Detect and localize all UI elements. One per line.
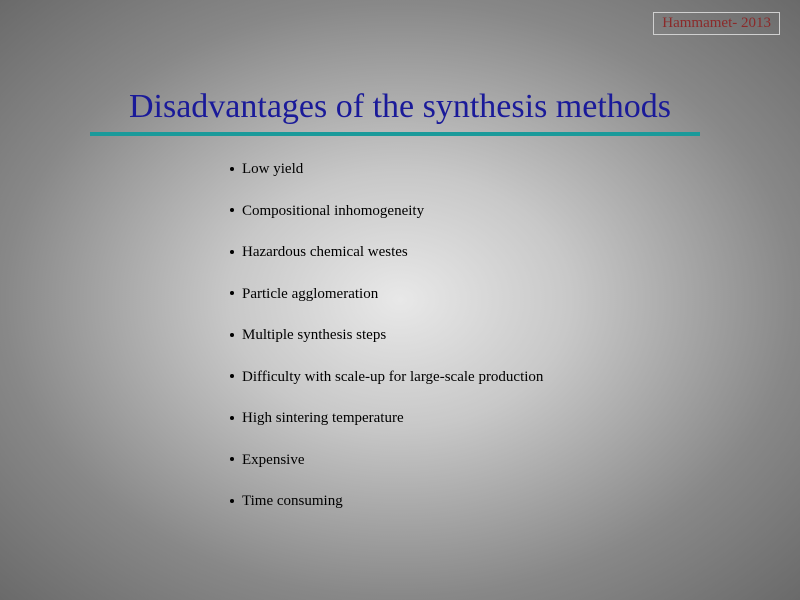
bullet-icon [230, 416, 234, 420]
header-tag-text: Hammamet- 2013 [662, 15, 771, 31]
bullet-icon [230, 291, 234, 295]
title-underline [90, 132, 700, 136]
slide: Hammamet- 2013 Disadvantages of the synt… [0, 0, 800, 600]
bullet-list: Low yield Compositional inhomogeneity Ha… [230, 158, 590, 532]
list-item-text: High sintering temperature [242, 410, 404, 426]
list-item-text: Hazardous chemical westes [242, 244, 408, 260]
list-item: Low yield [230, 158, 590, 181]
list-item-text: Difficulty with scale-up for large-scale… [242, 369, 543, 385]
bullet-icon [230, 499, 234, 503]
list-item-text: Time consuming [242, 493, 343, 509]
list-item: Difficulty with scale-up for large-scale… [230, 366, 590, 389]
list-item: Particle agglomeration [230, 283, 590, 306]
list-item: High sintering temperature [230, 407, 590, 430]
bullet-icon [230, 333, 234, 337]
bullet-icon [230, 457, 234, 461]
list-item-text: Expensive [242, 452, 304, 468]
header-tag: Hammamet- 2013 [653, 12, 780, 35]
list-item: Hazardous chemical westes [230, 241, 590, 264]
list-item: Multiple synthesis steps [230, 324, 590, 347]
list-item: Time consuming [230, 490, 590, 513]
list-item-text: Multiple synthesis steps [242, 327, 386, 343]
bullet-icon [230, 374, 234, 378]
bullet-icon [230, 208, 234, 212]
bullet-icon [230, 250, 234, 254]
list-item: Compositional inhomogeneity [230, 200, 590, 223]
bullet-icon [230, 167, 234, 171]
list-item-text: Compositional inhomogeneity [242, 203, 424, 219]
slide-title: Disadvantages of the synthesis methods [0, 88, 800, 126]
list-item-text: Particle agglomeration [242, 286, 378, 302]
list-item: Expensive [230, 449, 590, 472]
list-item-text: Low yield [242, 161, 303, 177]
